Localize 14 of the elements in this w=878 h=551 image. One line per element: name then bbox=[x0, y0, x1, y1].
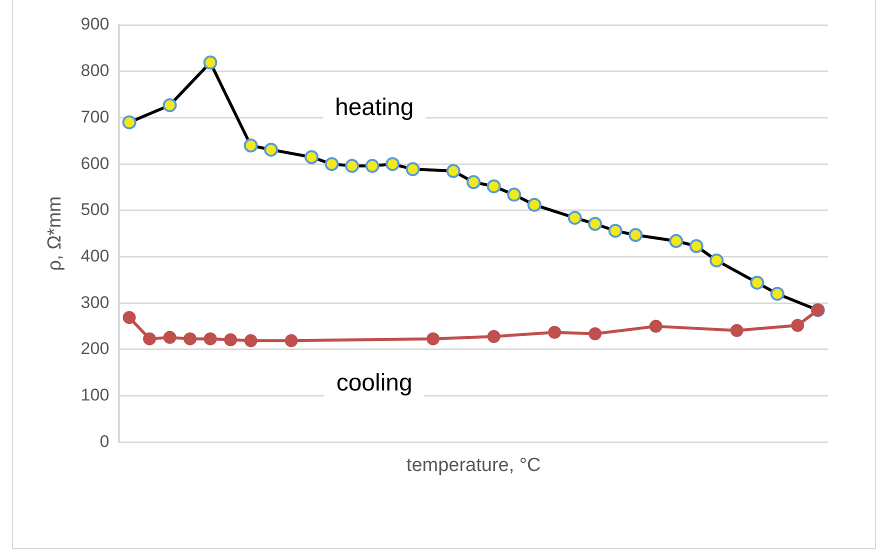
y-tick-label: 500 bbox=[80, 200, 110, 220]
series-label: cooling bbox=[336, 369, 412, 396]
y-tick-label: 800 bbox=[80, 61, 110, 80]
y-tick-label: 700 bbox=[80, 107, 110, 126]
y-axis-title: ρ, Ω*mm bbox=[44, 196, 66, 271]
y-tick-label: 600 bbox=[80, 154, 110, 173]
y-tick-label: 100 bbox=[80, 386, 110, 405]
y-tick-label: 0 bbox=[100, 432, 110, 451]
y-tick-label: 300 bbox=[80, 292, 110, 312]
series-label: heating bbox=[334, 94, 414, 122]
y-tick-label: 400 bbox=[80, 246, 110, 266]
y-tick-label: 900 bbox=[80, 14, 110, 34]
y-tick-label: 200 bbox=[80, 339, 110, 358]
x-axis-title: temperature, °C bbox=[406, 454, 541, 476]
